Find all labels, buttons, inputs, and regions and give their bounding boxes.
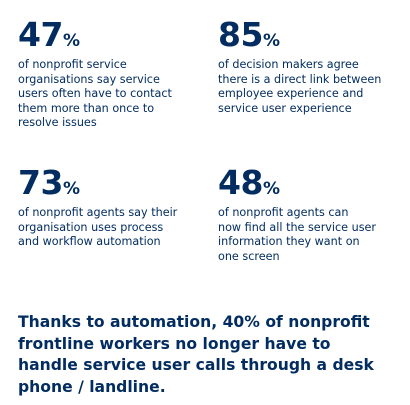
stat-figure: 85% [218, 18, 408, 54]
description-line: there is a direct link between [218, 72, 382, 86]
stat-figure: 48% [218, 166, 408, 202]
stat-figure: 73% [18, 166, 208, 202]
description-line: them more than once to [18, 101, 155, 115]
footer-line: handle service user calls through a desk [18, 356, 374, 374]
description-line: of nonprofit service [18, 58, 127, 71]
stat-number: 85 [218, 15, 263, 54]
stat-figure: 47% [18, 18, 208, 54]
description-line: employee experience and [218, 87, 364, 101]
stat-number: 73 [18, 163, 63, 202]
stat-block: 47% of nonprofit service organisations say… [18, 18, 208, 131]
description-line: of nonprofit agents say their [18, 206, 178, 219]
footer-line: frontline workers no longer have to [18, 334, 331, 353]
stat-block: 48% of nonprofit agents can now find all t… [218, 166, 408, 264]
footer-line: Thanks to automation, 40% of nonprofit [18, 313, 370, 331]
stat-description: of nonprofit agents say their organisatio… [18, 206, 208, 250]
stat-description: of nonprofit agents can now find all the … [218, 206, 408, 264]
footer-statement: Thanks to automation, 40% of nonprofit fr… [18, 312, 403, 398]
description-line: of nonprofit agents can [218, 206, 349, 219]
stat-unit: % [262, 31, 280, 51]
description-line: service user experience [218, 101, 352, 115]
stat-unit: % [262, 179, 280, 199]
stat-description: of nonprofit service organisations say se… [18, 58, 208, 131]
stat-unit: % [62, 31, 80, 51]
description-line: and workflow automation [18, 235, 161, 249]
stat-unit: % [62, 179, 80, 199]
description-line: of decision makers agree [218, 58, 359, 71]
description-line: now find all the service user [218, 220, 377, 234]
description-line: one screen [218, 249, 280, 263]
description-line: organisation uses process [18, 220, 164, 234]
description-line: organisations say service [18, 72, 160, 86]
description-line: resolve issues [18, 116, 97, 130]
footer-line: phone / landline. [18, 377, 166, 396]
description-line: users often have to contact [18, 87, 172, 101]
stat-block: 73% of nonprofit agents say their organisa… [18, 166, 208, 250]
stat-description: of decision makers agree there is a direc… [218, 58, 408, 116]
stat-block: 85% of decision makers agree there is a di… [218, 18, 408, 116]
stat-number: 47 [18, 15, 63, 54]
stat-number: 48 [218, 163, 263, 202]
description-line: information they want on [218, 235, 360, 249]
